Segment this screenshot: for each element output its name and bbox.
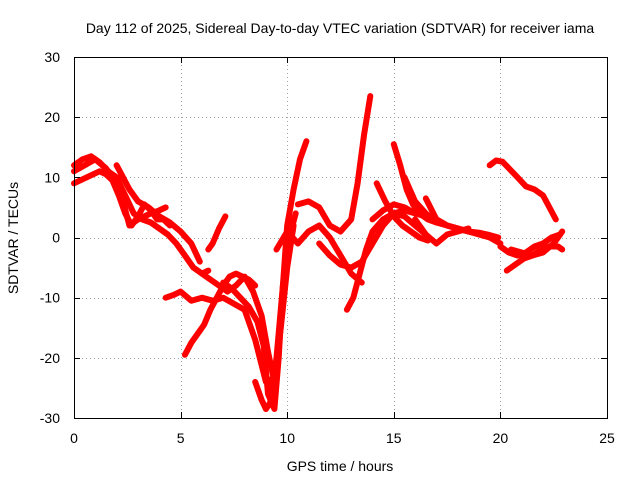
y-tick-label: 0: [52, 230, 60, 246]
series-arc7: [205, 213, 229, 253]
series-arc14: [343, 210, 429, 313]
series-arc21: [486, 157, 559, 223]
y-axis-label: SDTVAR / TECUs: [5, 182, 21, 294]
series-arc22: [497, 231, 564, 259]
series-arc20: [422, 195, 502, 241]
x-tick-label: 10: [279, 430, 295, 446]
series-arc24: [508, 228, 566, 259]
series-arc4: [113, 162, 203, 265]
y-tick-label: -20: [40, 350, 60, 366]
x-axis-label: GPS time / hours: [287, 458, 394, 474]
y-tick-label: 30: [44, 49, 60, 65]
series-arc16: [373, 180, 431, 244]
series-arc10: [252, 210, 299, 412]
x-tick-label: 5: [177, 430, 185, 446]
series-arc11: [294, 93, 374, 235]
x-tick-label: 20: [493, 430, 509, 446]
y-tick-label: -10: [40, 290, 60, 306]
y-tick-label: 20: [44, 109, 60, 125]
grid: [74, 57, 607, 418]
y-tick-label: 10: [44, 169, 60, 185]
x-tick-label: 0: [70, 430, 78, 446]
x-tick-label: 15: [386, 430, 402, 446]
axis-ticks: 0 5 10 15 20 25 -30 -20 -10 0 10 20 30: [40, 49, 615, 446]
series-layer: [71, 93, 566, 412]
chart-title: Day 112 of 2025, Sidereal Day-to-day VTE…: [86, 20, 595, 36]
y-tick-label: -30: [40, 410, 60, 426]
series-arc17: [390, 141, 440, 226]
x-tick-label: 25: [599, 430, 615, 446]
